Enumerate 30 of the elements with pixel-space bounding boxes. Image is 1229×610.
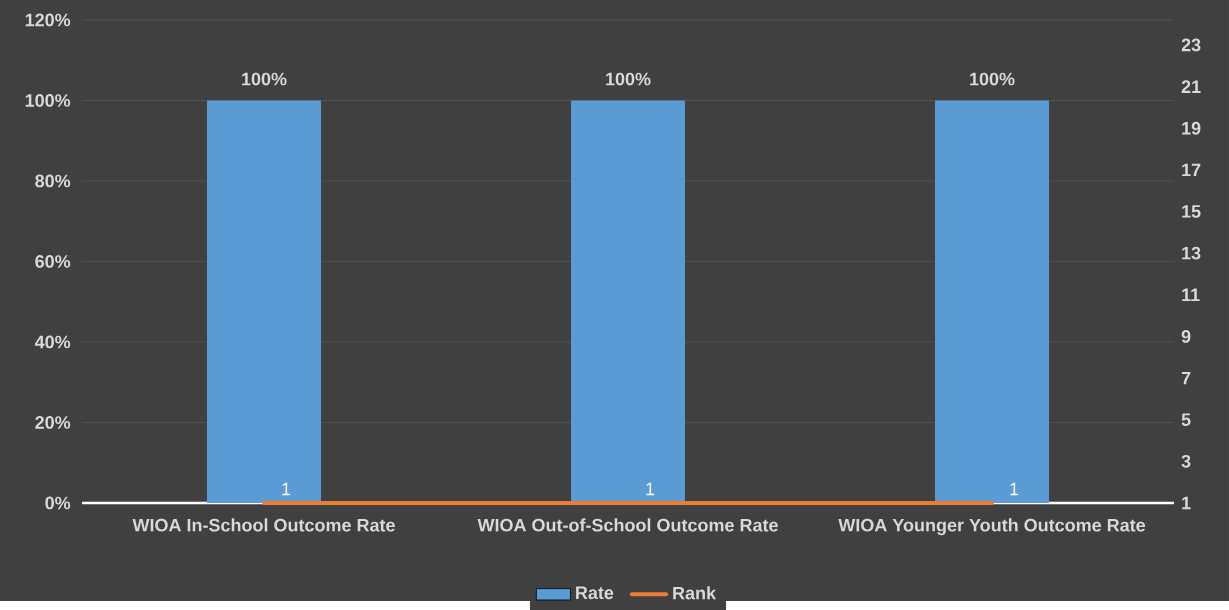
y2-tick-label: 7 (1181, 371, 1191, 385)
y-tick-label: 60% (35, 254, 71, 268)
y-tick-label: 120% (25, 13, 71, 27)
y-tick-label: 20% (35, 415, 71, 429)
y-tick-label: 0% (45, 496, 71, 510)
y2-tick-label: 9 (1181, 329, 1191, 343)
data-label: 100% (242, 72, 287, 86)
y2-tick-label: 1 (1182, 496, 1191, 510)
y2-tick-label: 5 (1181, 413, 1191, 426)
data-label: 100% (970, 72, 1015, 86)
x-tick-label: WIOA Younger Youth Outcome Rate (838, 518, 1146, 536)
x-tick-label: WIOA In-School Outcome Rate (132, 518, 395, 532)
y2-tick-label: 3 (1181, 454, 1191, 468)
y2-tick-label: 15 (1182, 205, 1201, 218)
y-tick-label: 100% (25, 93, 71, 107)
y-tick-label: 40% (34, 335, 71, 349)
legend-label: Rate (576, 586, 614, 600)
data-label: 1 (282, 482, 291, 496)
x-tick-label: WIOA Out-of-School Outcome Rate (477, 518, 778, 532)
y2-tick-label: 11 (1182, 288, 1200, 301)
legend-label: Rank (673, 586, 717, 600)
data-label: 100% (606, 72, 651, 86)
y2-tick-label: 23 (1181, 38, 1201, 52)
y2-tick-label: 17 (1182, 163, 1201, 176)
data-label: 1 (646, 482, 655, 496)
y2-tick-label: 13 (1182, 246, 1201, 260)
y2-tick-label: 19 (1182, 121, 1201, 135)
y2-tick-label: 21 (1181, 80, 1201, 93)
data-label: 1 (1010, 482, 1019, 496)
y-tick-label: 80% (35, 174, 71, 188)
